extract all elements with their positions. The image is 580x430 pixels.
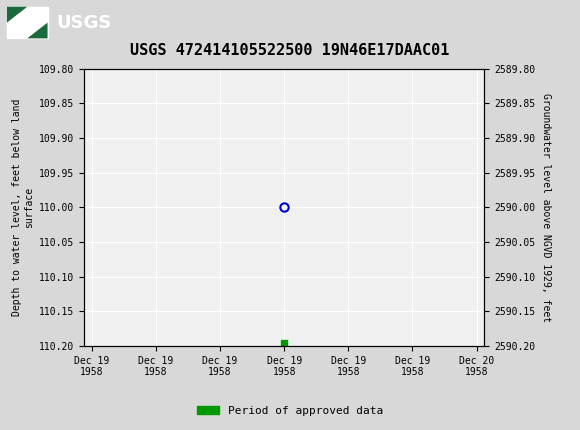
FancyBboxPatch shape xyxy=(7,7,48,38)
Legend: Period of approved data: Period of approved data xyxy=(193,401,387,420)
Y-axis label: Depth to water level, feet below land
surface: Depth to water level, feet below land su… xyxy=(12,99,34,316)
Text: USGS: USGS xyxy=(56,14,111,31)
Text: USGS 472414105522500 19N46E17DAAC01: USGS 472414105522500 19N46E17DAAC01 xyxy=(130,43,450,58)
Polygon shape xyxy=(27,22,48,38)
Polygon shape xyxy=(7,7,27,22)
Y-axis label: Groundwater level above NGVD 1929, feet: Groundwater level above NGVD 1929, feet xyxy=(541,93,550,322)
